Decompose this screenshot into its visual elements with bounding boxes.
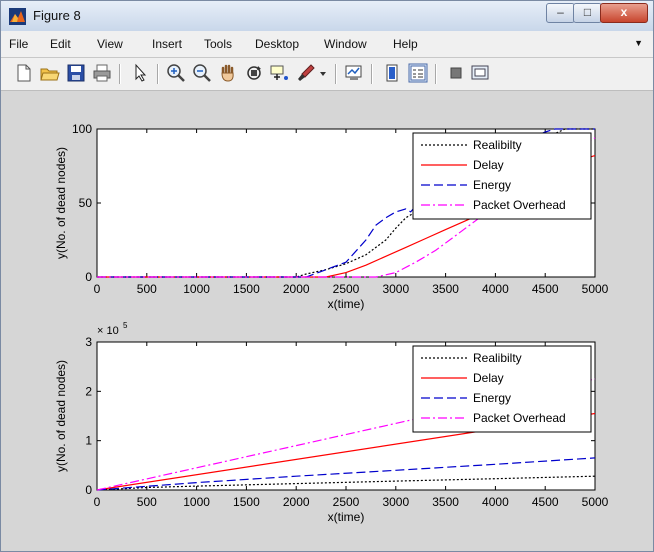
series-line-energy bbox=[96, 457, 596, 491]
legend-label: Delay bbox=[473, 158, 504, 172]
rotate-3d-icon[interactable] bbox=[243, 62, 265, 84]
toolbar-separator bbox=[435, 64, 437, 84]
title-bar[interactable]: Figure 8 – □ x bbox=[1, 1, 653, 32]
x-tick-label: 0 bbox=[94, 495, 101, 509]
x-tick-label: 4500 bbox=[532, 495, 559, 509]
save-icon[interactable] bbox=[65, 62, 87, 84]
maximize-button[interactable]: □ bbox=[573, 3, 602, 23]
series-line-realibilty bbox=[96, 475, 596, 491]
x-tick-label: 1500 bbox=[233, 282, 260, 296]
matlab-logo-icon bbox=[9, 8, 26, 25]
x-tick-label: 1000 bbox=[183, 495, 210, 509]
menu-view[interactable]: View bbox=[97, 37, 123, 51]
menu-insert[interactable]: Insert bbox=[152, 37, 183, 51]
y-tick-label: 0 bbox=[85, 483, 92, 497]
toolbar-separator bbox=[371, 64, 373, 84]
legend-label: Delay bbox=[473, 371, 504, 385]
legend-icon[interactable] bbox=[407, 62, 429, 84]
legend-label: Energy bbox=[473, 178, 511, 192]
x-tick-label: 3000 bbox=[382, 495, 409, 509]
y-tick-label: 3 bbox=[85, 335, 92, 349]
open-file-icon[interactable] bbox=[39, 62, 61, 84]
x-tick-label: 500 bbox=[137, 495, 157, 509]
series-line-packet-overhead bbox=[97, 137, 596, 278]
legend: Realibilty Delay Energy Packet Overhead bbox=[412, 345, 592, 433]
menu-help[interactable]: Help bbox=[393, 37, 418, 51]
pan-hand-icon[interactable] bbox=[217, 62, 239, 84]
x-tick-label: 3500 bbox=[432, 495, 459, 509]
x-tick-label: 2500 bbox=[333, 495, 360, 509]
x-tick-label: 1500 bbox=[233, 495, 260, 509]
close-icon: x bbox=[620, 5, 628, 19]
legend-label: Packet Overhead bbox=[473, 411, 566, 425]
x-tick-label: 5000 bbox=[582, 495, 609, 509]
y-tick-label: 2 bbox=[85, 384, 92, 398]
minimize-icon: – bbox=[557, 5, 564, 19]
minimize-button[interactable]: – bbox=[546, 3, 575, 23]
close-button[interactable]: x bbox=[600, 3, 648, 23]
new-figure-icon[interactable] bbox=[13, 62, 35, 84]
y-tick-label: 1 bbox=[85, 434, 92, 448]
y-tick-label: 100 bbox=[72, 122, 92, 136]
y-axis-label: y(No. of dead nodes) bbox=[54, 147, 68, 259]
x-tick-label: 5000 bbox=[582, 282, 609, 296]
y-axis-label: y(No. of dead nodes) bbox=[54, 360, 68, 472]
menu-window[interactable]: Window bbox=[324, 37, 367, 51]
x-tick-label: 4000 bbox=[482, 282, 509, 296]
menu-edit[interactable]: Edit bbox=[50, 37, 71, 51]
menu-overflow-icon[interactable]: ▼ bbox=[634, 38, 643, 48]
zoom-out-icon[interactable] bbox=[191, 62, 213, 84]
legend: Realibilty Delay Energy Packet Overhead bbox=[412, 132, 592, 220]
legend-label: Packet Overhead bbox=[473, 198, 566, 212]
x-tick-label: 0 bbox=[94, 282, 101, 296]
axes-top[interactable]: 0 500 1000 1500 2000 2500 3000 3500 4000 4500 5000… bbox=[54, 122, 609, 311]
y-axis-exponent: × 10 bbox=[97, 325, 119, 337]
x-tick-label: 1000 bbox=[183, 282, 210, 296]
legend-label: Realibilty bbox=[473, 138, 522, 152]
x-tick-label: 4500 bbox=[532, 282, 559, 296]
x-tick-label: 2000 bbox=[283, 495, 310, 509]
x-tick-label: 3500 bbox=[432, 282, 459, 296]
figure-canvas: 0 500 1000 1500 2000 2500 3000 3500 4000 4500 5000… bbox=[54, 122, 609, 524]
show-plot-tools-icon[interactable] bbox=[469, 62, 491, 84]
x-axis-label: x(time) bbox=[328, 297, 365, 311]
menu-tools[interactable]: Tools bbox=[204, 37, 233, 51]
menu-bar: File Edit View Insert Tools Desktop Wind… bbox=[1, 31, 653, 58]
axes-bottom[interactable]: 0 500 1000 1500 2000 2500 3000 3500 4000 4500 5000… bbox=[54, 321, 609, 524]
colorbar-icon[interactable] bbox=[381, 62, 403, 84]
x-tick-label: 2500 bbox=[333, 282, 360, 296]
menu-file[interactable]: File bbox=[9, 37, 29, 51]
menu-desktop[interactable]: Desktop bbox=[255, 37, 300, 51]
legend-label: Energy bbox=[473, 391, 511, 405]
toolbar-separator bbox=[335, 64, 337, 84]
x-tick-label: 2000 bbox=[283, 282, 310, 296]
toolbar-separator bbox=[157, 64, 159, 84]
window-title: Figure 8 bbox=[33, 8, 81, 23]
data-cursor-icon[interactable] bbox=[269, 62, 291, 84]
print-icon[interactable] bbox=[91, 62, 113, 84]
x-axis-label: x(time) bbox=[328, 510, 365, 524]
edit-plot-arrow-icon[interactable] bbox=[129, 62, 151, 84]
brush-icon[interactable] bbox=[295, 62, 317, 84]
x-tick-label: 500 bbox=[137, 282, 157, 296]
toolbar bbox=[1, 58, 653, 91]
y-axis-exponent-power: 5 bbox=[123, 321, 128, 330]
brush-dropdown-icon[interactable] bbox=[317, 62, 329, 84]
y-tick-label: 50 bbox=[79, 196, 93, 210]
toolbar-separator bbox=[119, 64, 121, 84]
maximize-icon: □ bbox=[583, 5, 592, 19]
y-tick-label: 0 bbox=[85, 270, 92, 284]
x-tick-label: 4000 bbox=[482, 495, 509, 509]
hide-plot-tools-icon[interactable] bbox=[445, 62, 467, 84]
zoom-in-icon[interactable] bbox=[165, 62, 187, 84]
legend-label: Realibilty bbox=[473, 351, 522, 365]
x-tick-label: 3000 bbox=[382, 282, 409, 296]
link-plot-icon[interactable] bbox=[343, 62, 365, 84]
